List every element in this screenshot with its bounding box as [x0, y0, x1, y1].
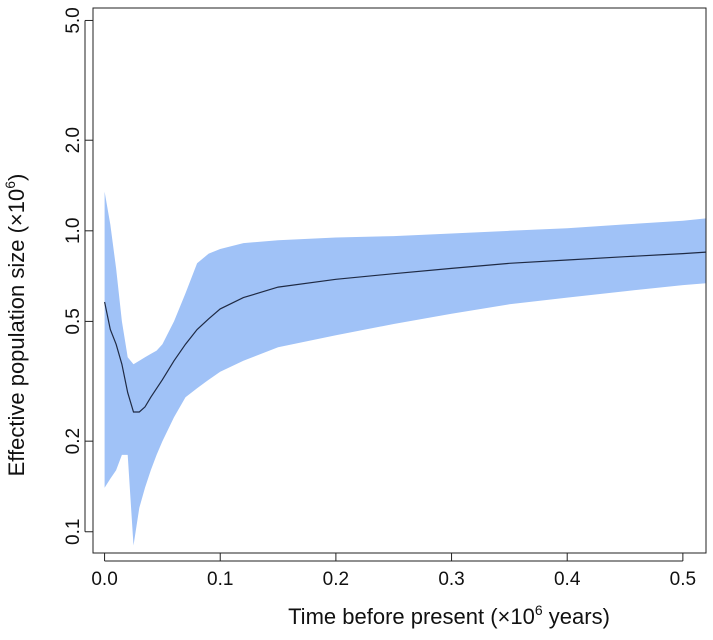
y-tick-label: 1.0 — [63, 218, 84, 244]
y-tick-label: 0.5 — [63, 308, 84, 334]
y-tick-label: 5.0 — [63, 7, 84, 33]
y-tick-label: 2.0 — [63, 127, 84, 153]
x-tick-label: 0.2 — [323, 569, 349, 590]
plot-border — [92, 7, 707, 554]
x-tick-label: 0.1 — [207, 569, 233, 590]
x-tick-label: 0.4 — [554, 569, 581, 590]
median-line — [104, 251, 707, 413]
x-tick-label: 0.3 — [438, 569, 464, 590]
y-axis: 0.1 0.2 0.5 1.0 2.0 5.0 — [63, 7, 93, 545]
confidence-band — [104, 191, 707, 546]
x-axis-title: Time before present (×106 years) — [288, 602, 610, 629]
y-axis-title: Effective population size (×106) — [2, 174, 29, 477]
x-tick-label: 0.0 — [91, 569, 117, 590]
x-axis: 0.0 0.1 0.2 0.3 0.4 0.5 — [91, 553, 696, 590]
x-tick-label: 0.5 — [670, 569, 696, 590]
y-tick-label: 0.2 — [63, 428, 84, 454]
plot-area — [104, 191, 707, 546]
y-tick-label: 0.1 — [63, 519, 84, 545]
